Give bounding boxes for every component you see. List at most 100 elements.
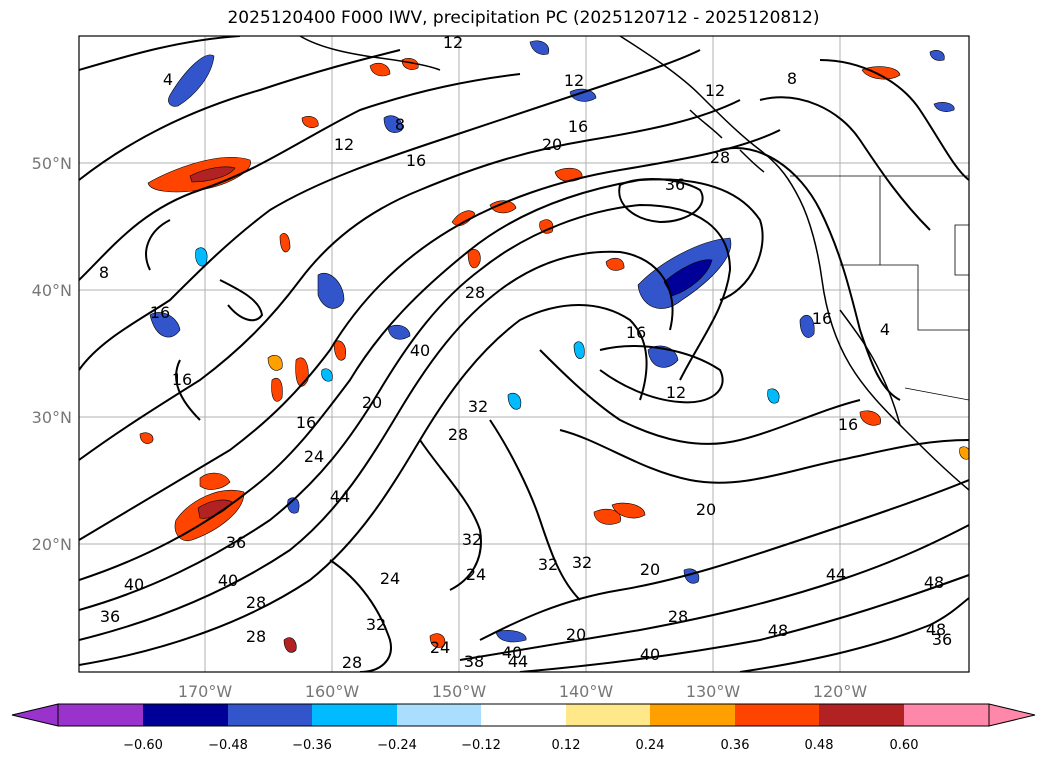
colorbar-segment (312, 704, 397, 726)
colorbar-segment (819, 704, 904, 726)
contour-label: 8 (787, 69, 797, 88)
longitude-labels: 170°W 160°W 150°W 140°W 130°W 120°W (178, 682, 868, 701)
precip-positive-patch (369, 62, 391, 77)
precip-negative-patch (168, 54, 215, 107)
state-border (954, 224, 969, 276)
iwv-contour-line (519, 574, 969, 672)
colorbar-tick: −0.36 (292, 738, 332, 753)
contour-label: 12 (443, 33, 463, 52)
map-frame (78, 35, 970, 673)
contour-label: 12 (334, 135, 354, 154)
precip-positive-patch (429, 633, 446, 648)
coastlines (299, 36, 969, 491)
colorbar-segment (566, 704, 650, 726)
iwv-contour-line (599, 345, 724, 404)
contour-label: 36 (665, 175, 685, 194)
precip-negative-patch (573, 341, 585, 359)
iwv-contour-line (759, 96, 931, 231)
precip-positive-patch (959, 446, 969, 460)
contour-label: 28 (710, 148, 730, 167)
contour-label: 28 (246, 593, 266, 612)
lon-label-120w: 120°W (813, 682, 868, 701)
colorbar-segment (397, 704, 481, 726)
contour-label: 44 (508, 652, 528, 671)
contour-label: 20 (362, 393, 382, 412)
precip-negative-patch (321, 368, 333, 382)
contour-label: 36 (932, 630, 952, 649)
lat-label-30n: 30°N (32, 408, 72, 427)
iwv-contour-line (719, 147, 901, 401)
contour-label: 40 (502, 643, 522, 662)
precip-positive-patch (301, 116, 319, 128)
colorbar-segment (904, 704, 989, 726)
iwv-contour-line (79, 178, 764, 581)
precip-negative-patch (317, 273, 345, 309)
precip-positive-patch (859, 410, 881, 426)
contour-label: 28 (342, 653, 362, 672)
lat-label-40n: 40°N (32, 281, 72, 300)
precip-positive-patch (611, 502, 646, 519)
precip-positive-patch (539, 219, 554, 234)
contour-label: 36 (226, 533, 246, 552)
iwv-contour-line (79, 250, 674, 641)
contour-label: 38 (464, 652, 484, 671)
precip-positive-patch (279, 233, 291, 253)
iwv-contour-line (329, 559, 392, 672)
iwv-contour-line (145, 219, 171, 271)
contour-label: 28 (668, 607, 688, 626)
colorbar-extend-max (988, 703, 1036, 727)
colorbar-segment (481, 704, 566, 726)
iwv-contour-line (79, 99, 741, 461)
colorbar-tick: 0.48 (805, 738, 834, 753)
colorbar-ticks: −0.60 −0.48 −0.36 −0.24 −0.12 0.12 0.24 … (123, 738, 918, 753)
contour-label: 20 (640, 560, 660, 579)
lat-label-20n: 20°N (32, 535, 72, 554)
colorbar-tick: 0.36 (721, 738, 750, 753)
lat-label-50n: 50°N (32, 154, 72, 173)
contour-label: 24 (430, 638, 450, 657)
iwv-contour-line (479, 479, 969, 641)
contour-label: 20 (566, 625, 586, 644)
map-panel (78, 35, 970, 673)
state-border (840, 264, 969, 331)
colorbar-segment (228, 704, 312, 726)
precip-negative-patch (195, 247, 208, 267)
contour-label: 32 (366, 615, 386, 634)
contour-label: 48 (924, 573, 944, 592)
colorbar-segment (735, 704, 819, 726)
iwv-contour-line (79, 129, 781, 541)
iwv-contour-line (819, 59, 969, 181)
contour-label: 32 (572, 553, 592, 572)
precip-negative-patch (569, 88, 597, 102)
contour-label: 32 (468, 397, 488, 416)
contour-label: 40 (218, 571, 238, 590)
precip-negative-patch (383, 115, 403, 133)
precip-positive-patch (139, 432, 154, 444)
precip-negative-patch (799, 314, 815, 338)
colorbar-tick: −0.48 (208, 738, 248, 753)
contour-label: 12 (564, 71, 584, 90)
iwv-contour-labels: 4 12 8 12 12 16 20 16 28 36 8 12 16 20 1… (99, 33, 952, 672)
contour-label: 32 (538, 555, 558, 574)
colorbar-frame (57, 703, 990, 727)
colorbar-segments (11, 703, 1036, 727)
lon-label-130w: 130°W (686, 682, 741, 701)
precip-positive-patch (467, 249, 481, 269)
precip-negative-patch (507, 392, 522, 410)
latitude-labels: 50°N 40°N 30°N 20°N (32, 154, 72, 554)
iwv-contour-line (539, 349, 861, 445)
contour-label: 28 (465, 283, 485, 302)
contour-label: 40 (410, 341, 430, 360)
contour-label: 28 (448, 425, 468, 444)
contour-label: 20 (542, 135, 562, 154)
contour-label: 40 (124, 575, 144, 594)
colorbar-segment (143, 704, 228, 726)
contour-label: 24 (304, 447, 324, 466)
precip-negative-patch (387, 324, 411, 340)
colorbar-tick: −0.60 (123, 738, 163, 753)
colorbar: −0.60 −0.48 −0.36 −0.24 −0.12 0.12 0.24 … (11, 703, 1036, 753)
colorbar-tick: −0.12 (461, 738, 501, 753)
iwv-contour-line (419, 439, 482, 591)
contour-label: 16 (172, 370, 192, 389)
